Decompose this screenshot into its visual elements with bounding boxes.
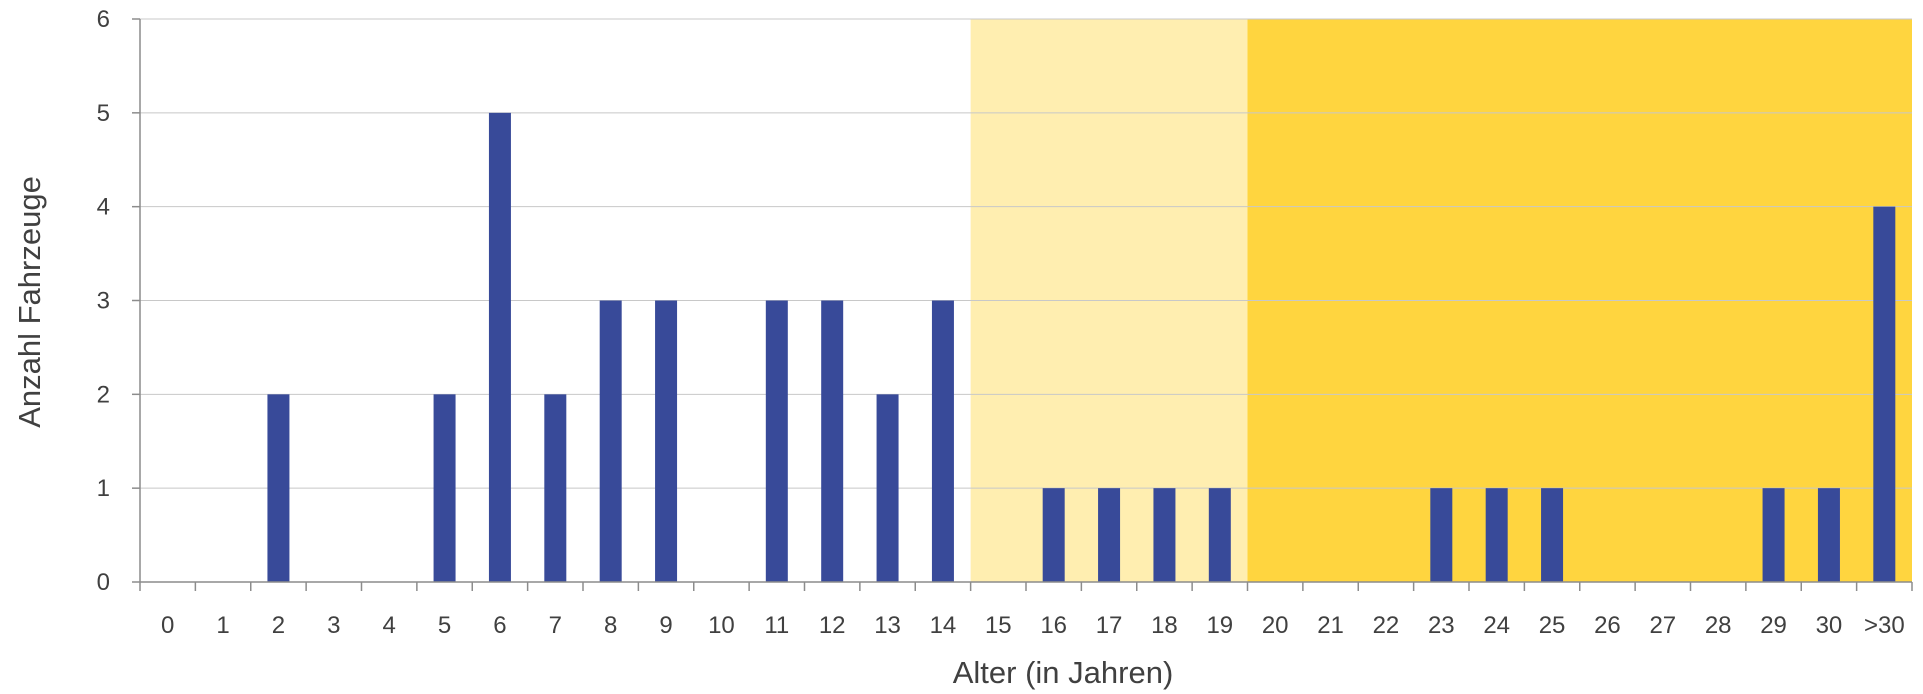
y-tick-label-0: 0 [97,569,110,596]
bar-18 [1153,488,1176,582]
bar-14 [931,300,954,582]
x-tick-label-19: 19 [1206,612,1233,639]
x-tick-label-4: 4 [383,612,396,639]
bar-2 [267,394,290,582]
x-tick-label-9: 9 [659,612,672,639]
x-tick-label-24: 24 [1483,612,1510,639]
x-tick-label-15: 15 [985,612,1012,639]
bar-19 [1208,488,1231,582]
bar-5 [433,394,456,582]
x-tick-label-30: 30 [1816,612,1843,639]
bar->30 [1873,206,1896,582]
bars [267,112,1896,582]
x-tick-labels: 0 1 2 3 4 5 6 7 8 9 10 11 12 13 14 15 16 17 18 19 20 21 22 23 24… [161,612,1905,639]
x-tick-label-17: 17 [1096,612,1123,639]
x-tick-label-11: 11 [764,612,789,639]
x-tick-label-27: 27 [1649,612,1676,639]
x-tick-label-12: 12 [819,612,846,639]
x-tick-label-26: 26 [1594,612,1621,639]
x-tick-label-21: 21 [1317,612,1344,639]
bar-30 [1817,488,1840,582]
x-tick-label-0: 0 [161,612,174,639]
x-axis-title: Alter (in Jahren) [953,655,1174,690]
x-tick-label-22: 22 [1373,612,1400,639]
y-tick-label-4: 4 [97,194,110,221]
x-tick-label-25: 25 [1539,612,1566,639]
x-tick-label-16: 16 [1040,612,1067,639]
x-tick-label-1: 1 [216,612,229,639]
y-tick-label-1: 1 [97,475,110,502]
bar-17 [1098,488,1121,582]
bar-9 [655,300,678,582]
x-tick-label-2: 2 [272,612,285,639]
bar-11 [765,300,788,582]
x-tick-label-8: 8 [604,612,617,639]
y-tick-label-5: 5 [97,100,110,127]
bar-23 [1430,488,1453,582]
bar-13 [876,394,899,582]
bar-16 [1042,488,1065,582]
bar-12 [821,300,844,582]
x-tick-label-10: 10 [708,612,735,639]
y-axis-title: Anzahl Fahrzeuge [12,176,47,428]
x-tick-label-23: 23 [1428,612,1455,639]
x-tick-label-20: 20 [1262,612,1289,639]
bar-7 [544,394,567,582]
x-tick-label-28: 28 [1705,612,1732,639]
x-tick-label-7: 7 [549,612,562,639]
y-tick-labels: 0 1 2 3 4 5 6 [97,6,110,596]
x-tick-label-29: 29 [1760,612,1787,639]
y-tick-label-6: 6 [97,6,110,33]
x-tick-label->30: >30 [1864,612,1905,639]
x-tick-label-5: 5 [438,612,451,639]
axes [132,18,1913,591]
x-tick-label-6: 6 [493,612,506,639]
bar-8 [599,300,622,582]
y-tick-label-3: 3 [97,288,110,315]
bar-6 [488,112,511,582]
x-tick-label-3: 3 [327,612,340,639]
x-tick-label-14: 14 [930,612,957,639]
bar-25 [1541,488,1564,582]
y-tick-label-2: 2 [97,381,110,408]
x-tick-label-13: 13 [874,612,901,639]
bar-29 [1762,488,1785,582]
x-tick-label-18: 18 [1151,612,1178,639]
bar-24 [1485,488,1508,582]
